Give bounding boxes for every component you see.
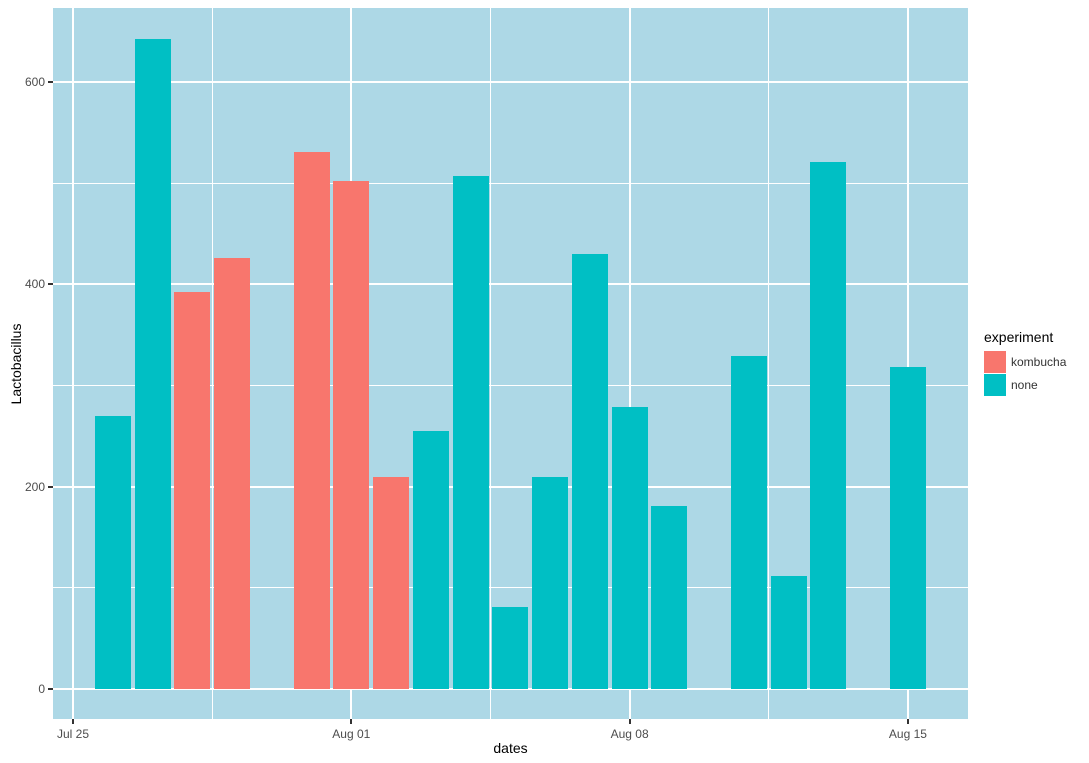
bar-none: [889, 367, 926, 689]
x-tick-mark: [906, 719, 909, 724]
bar-kombucha: [293, 151, 330, 689]
x-axis-title: dates: [493, 740, 528, 756]
bar-none: [571, 253, 608, 689]
gridline-major-x: [72, 8, 74, 719]
bar-none: [452, 176, 489, 689]
x-tick-label: Aug 01: [332, 727, 371, 741]
gridline-major-y: [53, 688, 968, 690]
bar-none: [770, 575, 807, 689]
bar-none: [651, 505, 688, 689]
y-axis-title: Lactobacillus: [8, 323, 24, 405]
legend-entry-label: none: [1011, 378, 1038, 392]
bar-kombucha: [214, 258, 251, 689]
y-tick-label: 400: [24, 277, 45, 292]
legend-entry: none: [984, 374, 1066, 396]
plot-panel: [53, 8, 968, 719]
gridline-major-x: [628, 8, 631, 719]
bar-none: [611, 406, 648, 689]
bar-none: [134, 39, 171, 689]
x-tick-mark: [72, 719, 74, 724]
gridline-minor-y: [53, 182, 968, 184]
y-tick-label: 200: [24, 479, 45, 494]
x-tick-label: Jul 25: [56, 727, 90, 741]
legend-entry: kombucha: [984, 351, 1066, 373]
y-tick-mark: [48, 283, 53, 286]
bar-none: [492, 607, 529, 689]
x-tick-label: Aug 15: [888, 727, 927, 741]
bar-none: [730, 356, 767, 689]
legend-title: experiment: [984, 329, 1054, 345]
bar-kombucha: [373, 476, 410, 689]
bar-kombucha: [333, 181, 370, 689]
legend: experiment kombucha none: [984, 329, 1066, 397]
legend-swatch-kombucha: [984, 351, 1006, 373]
y-tick-label: 0: [38, 682, 45, 696]
x-tick-mark: [628, 719, 631, 724]
gridline-minor-y: [53, 587, 968, 589]
gridline-minor-x: [211, 8, 213, 719]
gridline-minor-x: [768, 8, 770, 719]
legend-entry-label: kombucha: [1011, 355, 1067, 369]
gridline-minor-x: [489, 8, 491, 719]
gridline-major-y: [53, 283, 968, 286]
y-tick-label: 600: [24, 74, 45, 89]
legend-swatch-none: [984, 374, 1006, 396]
gridline-major-x: [906, 8, 909, 719]
y-tick-mark: [48, 688, 53, 690]
bar-none: [94, 415, 131, 689]
gridline-major-y: [53, 485, 968, 488]
gridline-minor-y: [53, 384, 968, 386]
bar-kombucha: [174, 292, 211, 689]
y-tick-mark: [48, 80, 53, 83]
bar-none: [532, 476, 569, 689]
x-tick-mark: [350, 719, 353, 724]
y-tick-mark: [48, 485, 53, 488]
x-tick-label: Aug 08: [610, 727, 649, 741]
legend-entries: kombucha none: [984, 351, 1066, 396]
bar-none: [412, 431, 449, 689]
gridline-major-y: [53, 80, 968, 83]
bar-none: [810, 161, 847, 689]
